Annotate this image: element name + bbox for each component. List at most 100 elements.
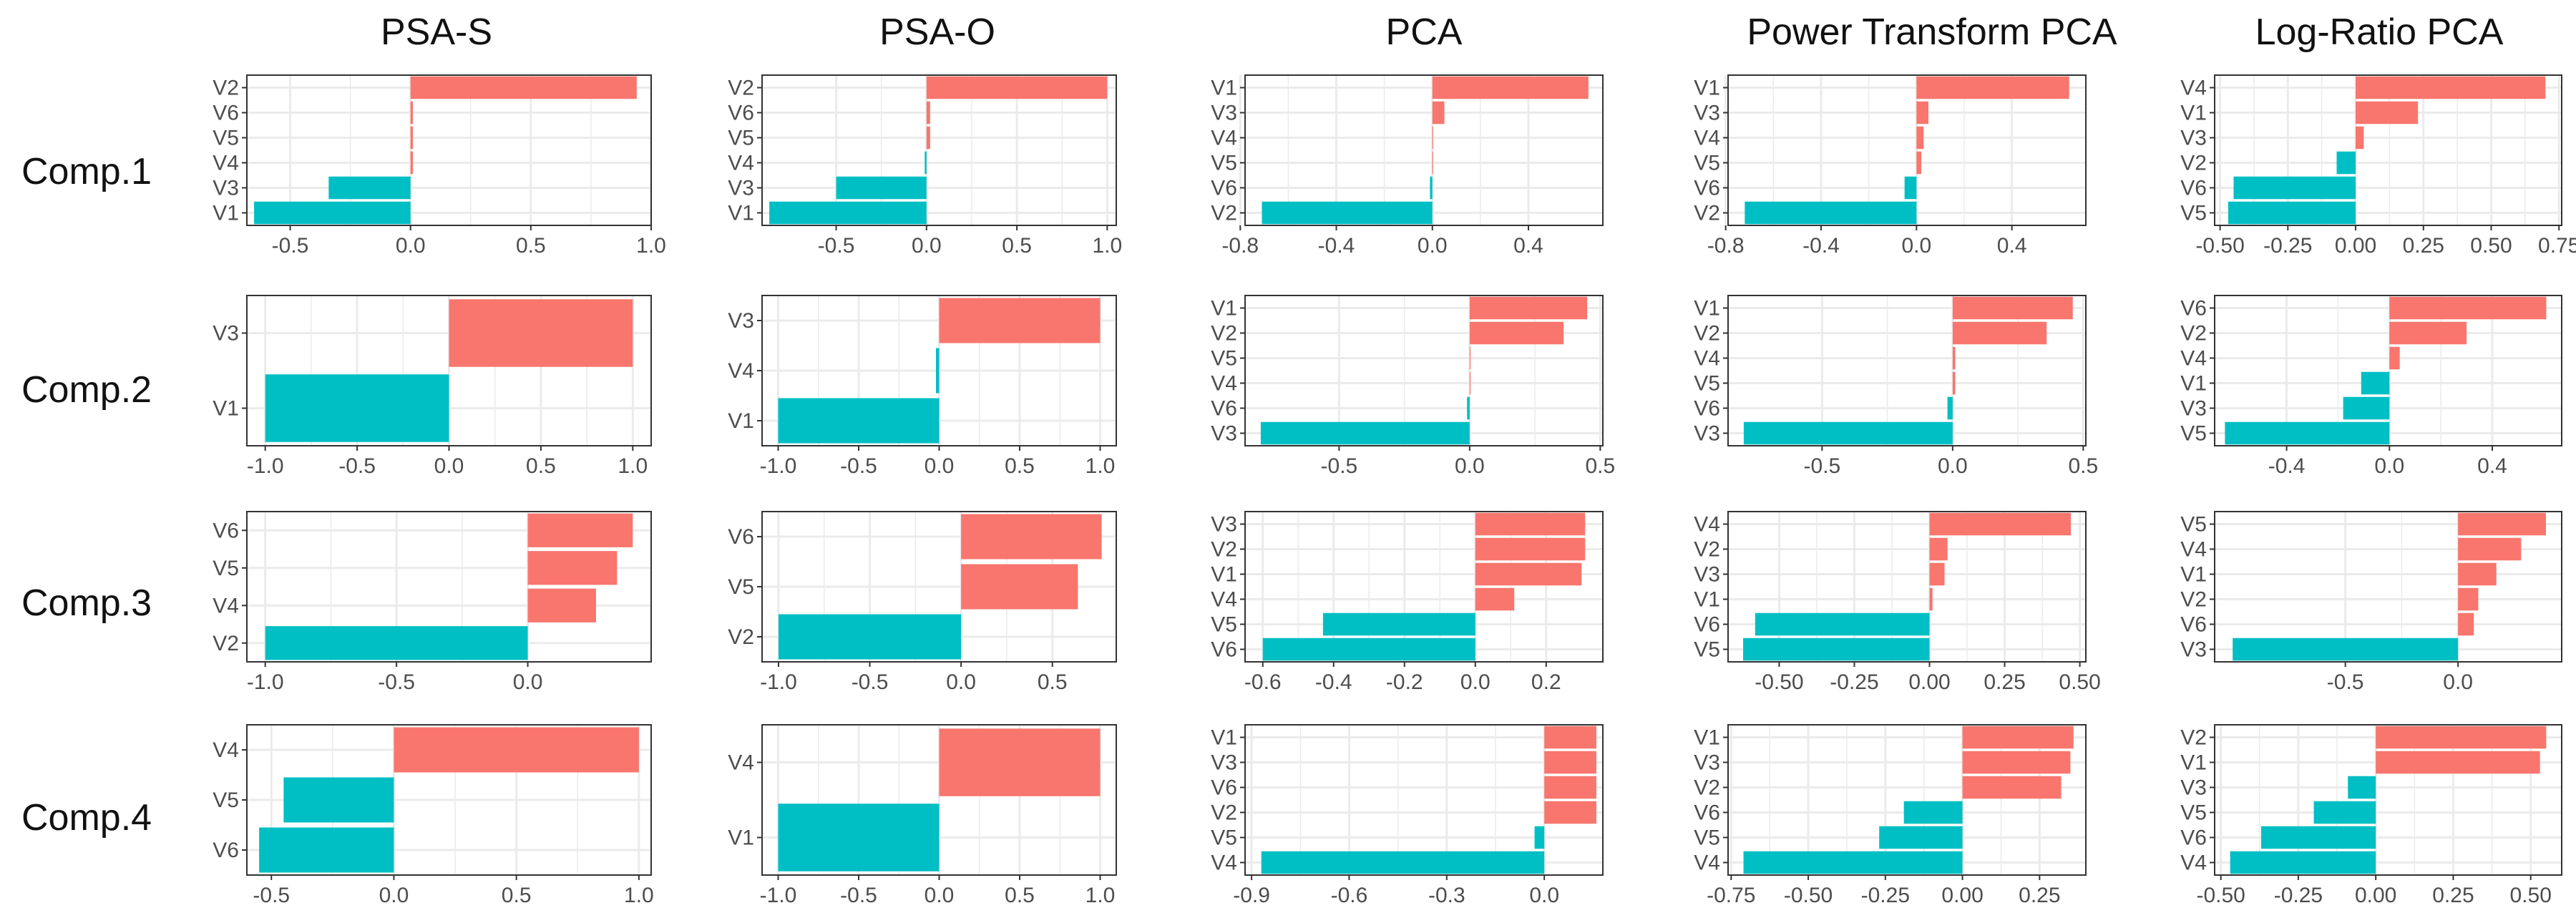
- bar-v6-r2c5: [2389, 296, 2547, 320]
- x-tick-label-r1c4: -0.8: [1707, 234, 1745, 258]
- bar-v2-r2c4: [1952, 321, 2047, 345]
- x-tick-label-r3c4: 0.25: [1984, 670, 2025, 694]
- y-tick-label-r4c4: V1: [1694, 726, 1720, 750]
- y-tick-label-r2c5: V4: [2180, 347, 2207, 371]
- bar-v2-r3c3: [1475, 537, 1586, 561]
- x-tick-label-r4c4: -0.25: [1861, 884, 1910, 907]
- y-tick-label-r2c3: V3: [1211, 422, 1237, 446]
- y-tick-label-r4c3: V1: [1211, 726, 1237, 750]
- x-tick-label-r2c2: 0.0: [924, 454, 955, 478]
- bar-v6-r4c1: [259, 827, 394, 873]
- bar-v3-r1c2: [836, 176, 927, 200]
- bar-v1-r4c2: [778, 804, 940, 871]
- panel-background-r1c1: [247, 75, 651, 225]
- x-tick-label-r3c3: -0.2: [1386, 670, 1423, 694]
- x-tick-label-r3c5: 0.0: [2443, 670, 2473, 694]
- bar-v3-r3c5: [2233, 638, 2459, 661]
- bar-v4-r4c4: [1743, 851, 1963, 874]
- x-tick-label-r3c2: 0.0: [946, 670, 976, 694]
- x-tick-label-r2c1: -1.0: [247, 454, 284, 478]
- panel-background-r1c2: [762, 75, 1116, 225]
- x-tick-label-r4c1: 0.5: [502, 884, 532, 907]
- bar-v3-r1c5: [2356, 126, 2364, 150]
- y-tick-label-r1c1: V1: [213, 202, 239, 225]
- row-label-comp-2: Comp.2: [21, 369, 152, 411]
- y-tick-label-r4c1: V6: [213, 839, 239, 862]
- y-tick-label-r1c4: V5: [1694, 152, 1720, 175]
- y-tick-label-r2c5: V5: [2180, 422, 2207, 446]
- x-tick-label-r1c2: 1.0: [1093, 234, 1123, 258]
- bar-v4-r1c4: [1916, 126, 1924, 150]
- bar-v1-r2c3: [1469, 296, 1588, 320]
- x-tick-label-r4c2: -0.5: [840, 884, 877, 907]
- y-tick-label-r1c3: V3: [1211, 102, 1237, 125]
- bar-v4-r1c5: [2356, 76, 2546, 99]
- x-tick-label-r2c3: -0.5: [1321, 454, 1358, 478]
- y-tick-label-r2c5: V3: [2180, 397, 2207, 421]
- y-tick-label-r2c4: V4: [1694, 347, 1720, 371]
- y-tick-label-r3c2: V6: [728, 525, 754, 549]
- x-tick-label-r1c5: -0.50: [2195, 234, 2244, 258]
- y-tick-label-r4c5: V6: [2180, 826, 2207, 850]
- y-tick-label-r1c4: V4: [1694, 127, 1720, 150]
- row-label-comp-4: Comp.4: [21, 797, 152, 839]
- y-tick-label-r1c2: V2: [728, 77, 754, 100]
- x-tick-label-r1c1: 1.0: [636, 234, 666, 258]
- y-tick-label-r4c2: V1: [728, 826, 754, 850]
- bar-v3-r2c2: [939, 298, 1101, 343]
- y-tick-label-r4c3: V2: [1211, 801, 1237, 825]
- bar-v1-r1c2: [769, 201, 927, 225]
- bar-v2-r4c5: [2376, 726, 2547, 749]
- panel-border-r1c5: [2214, 74, 2562, 226]
- y-tick-label-r1c1: V5: [213, 127, 239, 150]
- y-tick-label-r3c1: V5: [213, 557, 239, 580]
- bar-v3-r2c3: [1260, 421, 1470, 445]
- panel-background-r4c5: [2215, 725, 2562, 875]
- panel-background-r2c5: [2215, 296, 2562, 446]
- x-tick-label-r1c5: 0.50: [2470, 234, 2512, 258]
- y-tick-label-r1c4: V3: [1694, 102, 1720, 125]
- x-tick-label-r3c4: -0.25: [1830, 670, 1878, 694]
- x-tick-label-r3c1: -0.5: [378, 670, 415, 694]
- y-tick-label-r1c4: V2: [1694, 202, 1720, 225]
- bar-v4-r1c2: [924, 151, 927, 175]
- x-tick-label-r2c4: 0.5: [2068, 454, 2098, 478]
- y-tick-label-r2c4: V3: [1694, 422, 1720, 446]
- x-tick-label-r1c5: 0.75: [2538, 234, 2576, 258]
- bar-v1-r4c4: [1962, 726, 2074, 749]
- bar-v3-r3c4: [1929, 562, 1945, 586]
- x-tick-label-r1c5: 0.00: [2335, 234, 2376, 258]
- panel-background-r1c3: [1245, 75, 1603, 225]
- y-tick-label-r2c3: V6: [1211, 397, 1237, 421]
- y-tick-label-r3c5: V6: [2180, 613, 2207, 637]
- x-tick-label-r4c4: -0.75: [1707, 884, 1755, 907]
- y-tick-label-r1c3: V4: [1211, 127, 1237, 150]
- y-tick-label-r2c4: V5: [1694, 372, 1720, 396]
- y-tick-label-r3c4: V6: [1694, 613, 1720, 637]
- y-tick-label-r2c5: V6: [2180, 297, 2207, 321]
- column-title-psa-s: PSA-S: [380, 11, 493, 53]
- panel-border-r3c3: [1244, 511, 1604, 663]
- y-tick-label-r2c3: V4: [1211, 372, 1237, 396]
- bar-v6-r4c4: [1903, 801, 1963, 824]
- y-tick-label-r2c2: V1: [728, 409, 754, 433]
- bar-v6-r4c3: [1544, 776, 1596, 799]
- column-title-pca: PCA: [1385, 11, 1463, 53]
- bar-v1-r3c5: [2458, 562, 2497, 586]
- y-tick-label-r3c4: V5: [1694, 638, 1720, 662]
- y-tick-label-r3c3: V2: [1211, 538, 1237, 562]
- x-tick-label-r1c1: 0.0: [396, 234, 426, 258]
- bar-v6-r3c5: [2458, 612, 2474, 636]
- y-tick-label-r4c4: V6: [1694, 801, 1720, 825]
- bar-v4-r4c3: [1261, 851, 1545, 874]
- x-tick-label-r2c1: -0.5: [338, 454, 376, 478]
- panel-background-r4c4: [1728, 725, 2086, 875]
- panel-background-r4c3: [1245, 725, 1603, 875]
- bar-v6-r1c1: [410, 101, 414, 124]
- bar-v5-r1c1: [410, 126, 414, 150]
- column-title-log-ratio-pca: Log-Ratio PCA: [2255, 11, 2504, 53]
- bar-v1-r1c1: [254, 201, 411, 225]
- bar-v3-r1c4: [1916, 101, 1928, 124]
